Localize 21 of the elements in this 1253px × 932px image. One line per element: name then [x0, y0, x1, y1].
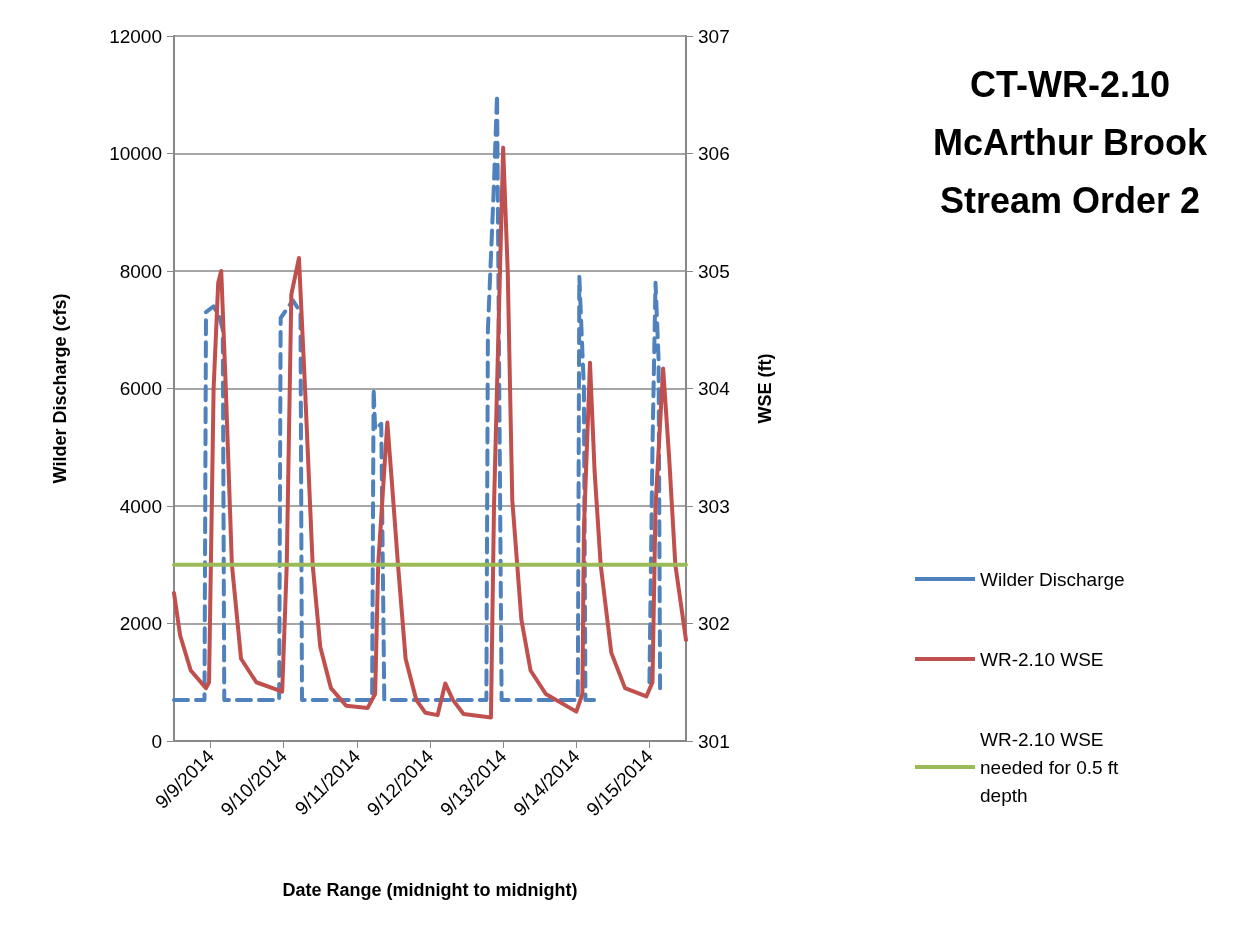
y2-tick-label: 303: [698, 495, 730, 517]
y2-tick-label: 306: [698, 143, 730, 164]
y2-tick-label: 304: [698, 378, 731, 399]
legend-label: WR-2.10 WSE needed for 0.5 ft depth: [980, 728, 1124, 806]
y-tick-label: 2000: [119, 613, 162, 634]
y-tick-label: 0: [151, 730, 162, 752]
y2-tick-label: 302: [698, 613, 730, 634]
y2-axis-title: WSE (ft): [755, 353, 775, 424]
legend-label: Wilder Discharge: [980, 568, 1125, 590]
text: CT-WR-2.10 McArthur Brook Stream Order 2: [932, 63, 1208, 221]
x-axis-title: Date Range (midnight to midnight): [282, 880, 578, 900]
legend-label: WR-2.10 WSE: [980, 648, 1104, 670]
y-tick-label: 10000: [109, 143, 162, 164]
y-tick-label: 6000: [119, 378, 162, 399]
y2-tick-label: 307: [698, 25, 730, 47]
y-tick-label: 12000: [109, 25, 162, 47]
y-tick-label: 8000: [119, 260, 162, 282]
y2-tick-label: 301: [698, 730, 730, 752]
y2-tick-label: 305: [698, 260, 730, 282]
y-axis-title: Wilder Discharge (cfs): [50, 293, 70, 484]
y-tick-label: 4000: [119, 495, 162, 517]
